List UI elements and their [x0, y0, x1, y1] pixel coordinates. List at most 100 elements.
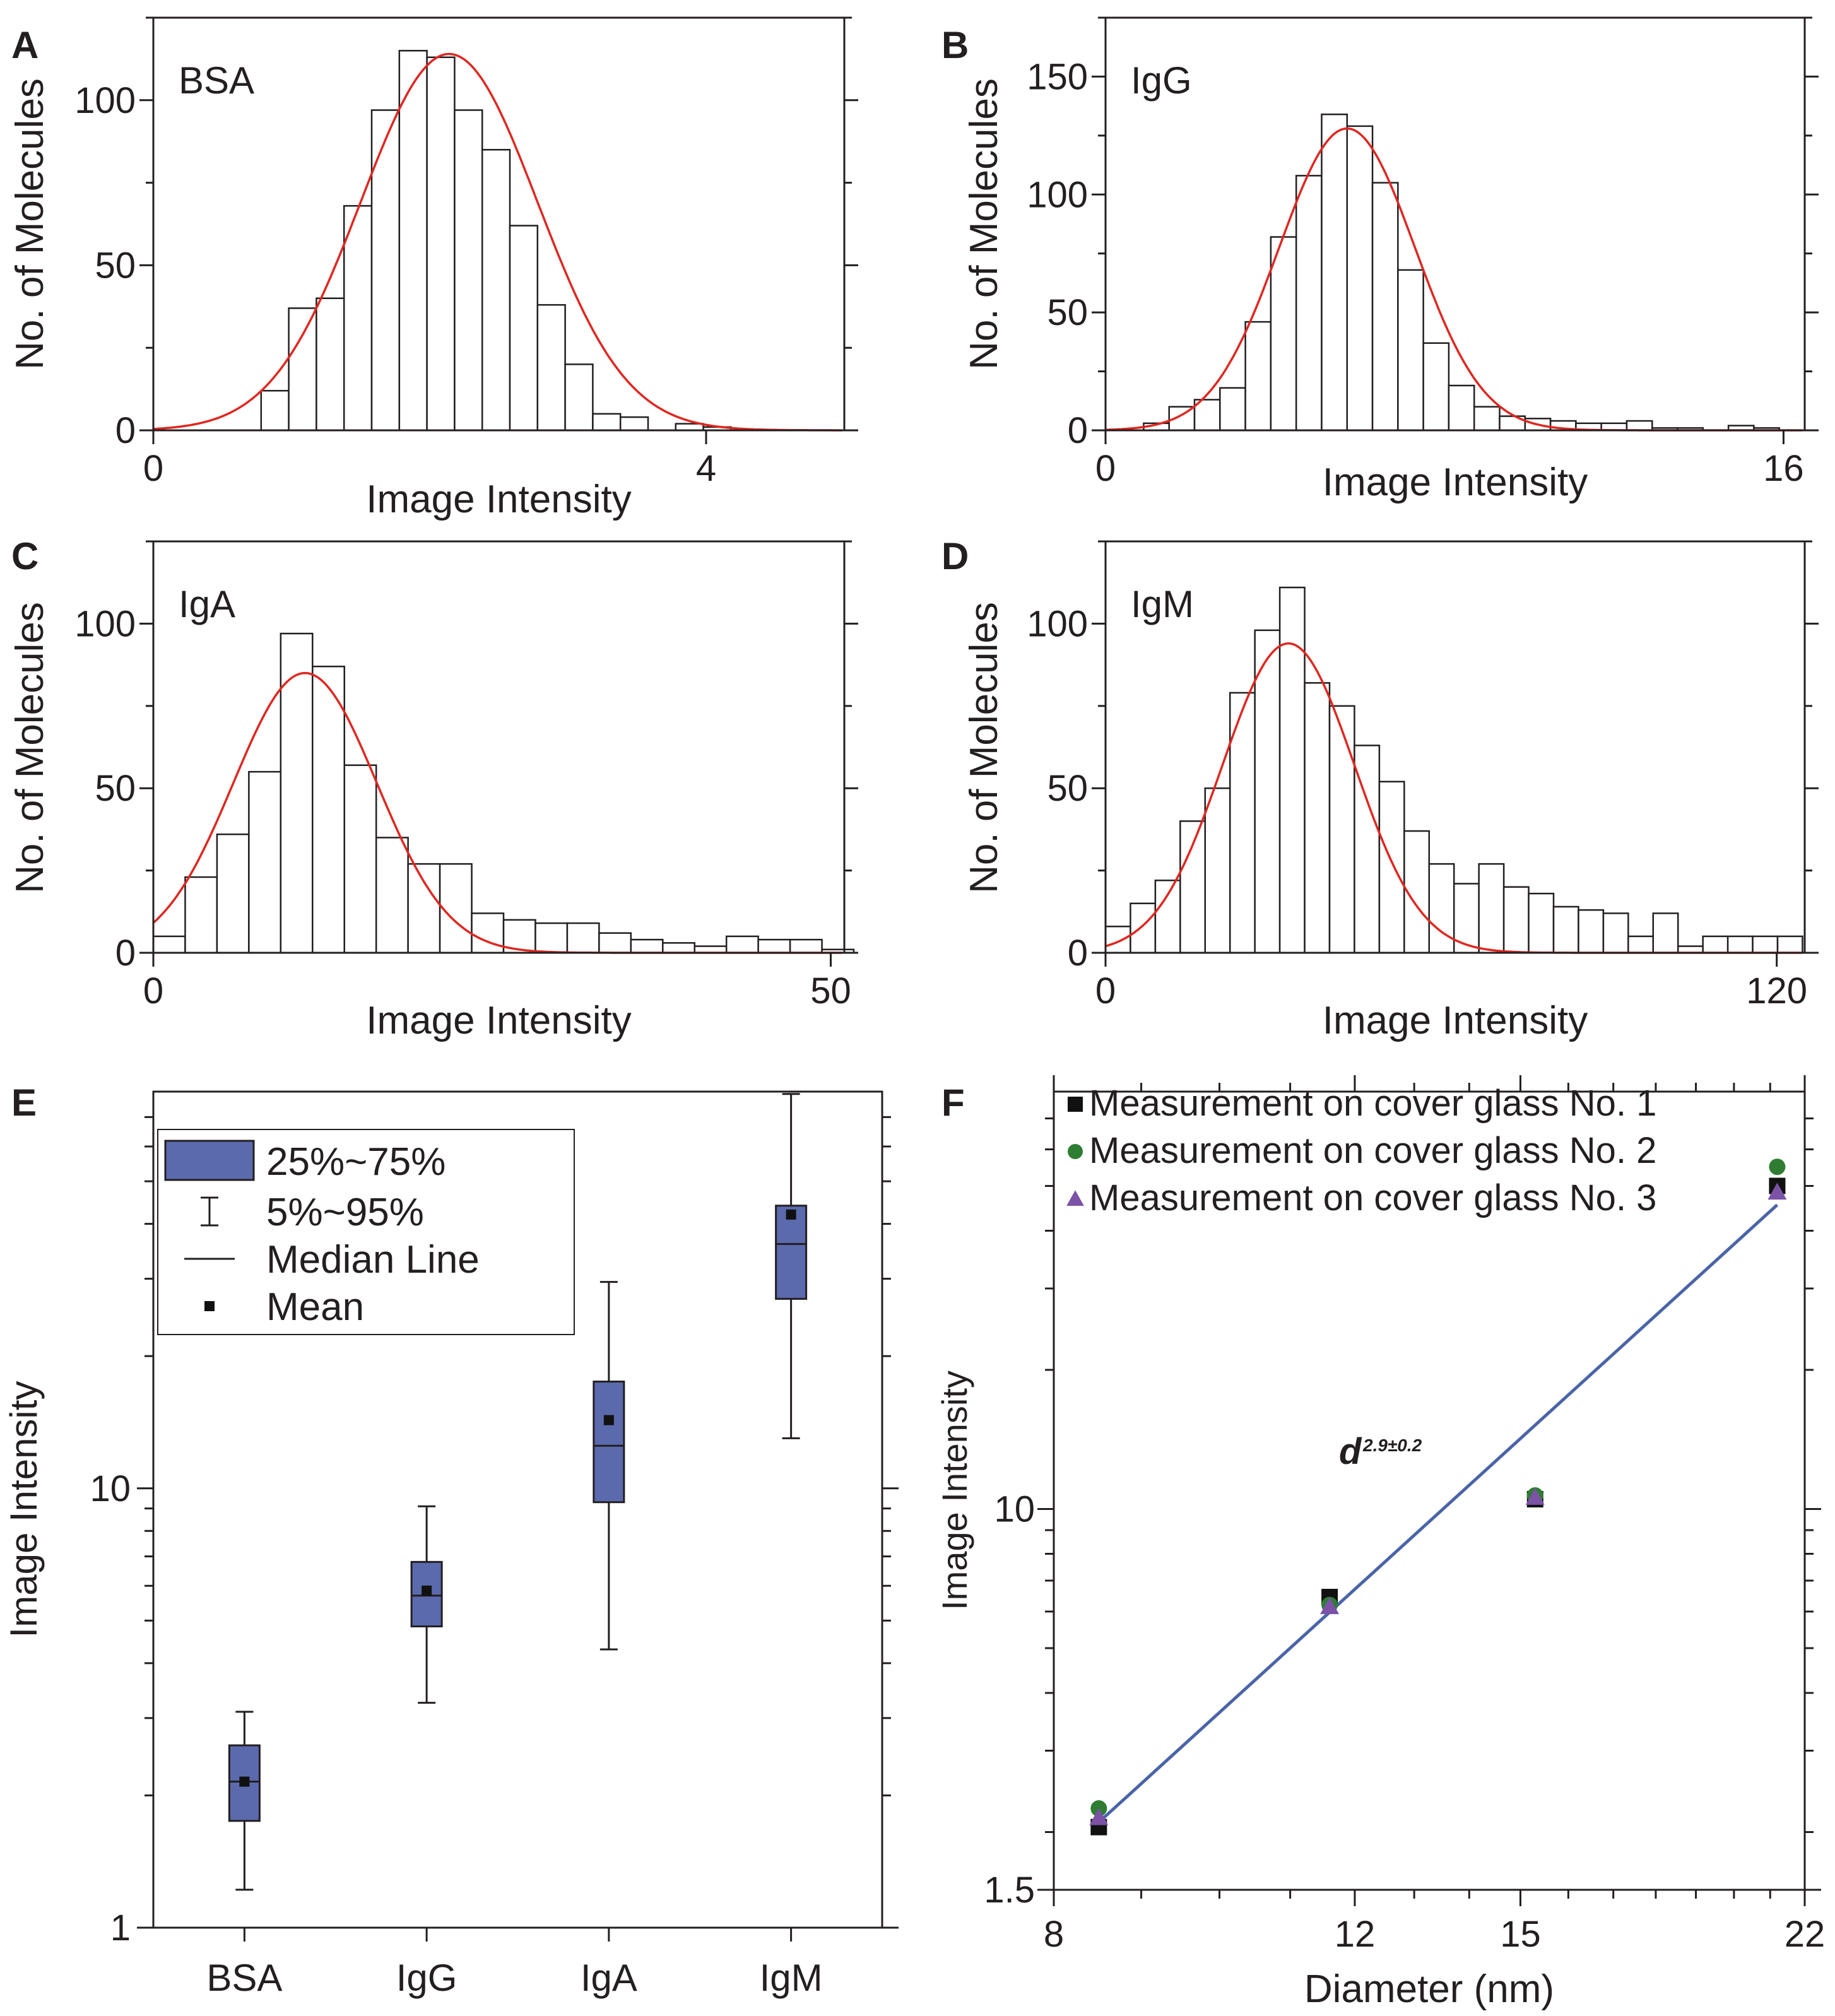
histogram-bar	[471, 912, 505, 954]
panel-b-histogram: 0 50 100 150 0 16 Image Intensity No. of Molecu…	[962, 16, 1819, 504]
histogram-bar	[407, 863, 441, 954]
data-point-triangle	[1320, 1597, 1340, 1615]
plot-frame	[152, 540, 846, 954]
histogram-bar	[1578, 909, 1605, 954]
panel-c-histogram: 0 50 100 0 50 Image Intensity No. of Molecules…	[8, 540, 858, 1042]
y-axis-label: Image Intensity	[935, 1371, 974, 1610]
histogram-bar	[481, 149, 511, 432]
histogram-bar	[1219, 387, 1246, 432]
legend-label: 25%~75%	[266, 1140, 445, 1184]
y-tick-label: 50	[1047, 768, 1088, 809]
plot-frame	[1104, 16, 1806, 432]
legend-label: Measurement on cover glass No. 1	[1089, 1083, 1656, 1124]
x-tick-label: 16	[1763, 448, 1804, 489]
y-tick-label: 100	[74, 603, 136, 644]
y-tick-label: 1	[110, 1907, 131, 1948]
x-category-label: BSA	[206, 1957, 282, 1999]
y-tick-label: 50	[95, 768, 136, 809]
legend-symbol-circle	[1068, 1144, 1083, 1159]
histogram-bar	[1204, 787, 1231, 954]
histogram-bar	[216, 833, 250, 954]
y-axis-label: No. of Molecules	[8, 602, 52, 893]
histogram-bar	[566, 922, 600, 954]
x-tick-label: 22	[1785, 1914, 1826, 1955]
histogram-bar	[1478, 863, 1505, 954]
y-tick-label: 50	[1047, 292, 1088, 333]
histogram-bar	[592, 413, 622, 432]
y-tick-label: 150	[1027, 56, 1088, 97]
panel-a-histogram: 0 50 100 0 4 Image Intensity No. of Molecules B…	[8, 16, 858, 521]
data-point-triangle	[1089, 1808, 1109, 1825]
y-tick-label: 1.5	[984, 1870, 1035, 1911]
y-tick-label: 0	[115, 410, 136, 451]
histogram-bar	[1179, 820, 1207, 954]
box-iqr	[593, 1381, 625, 1504]
x-category-label: IgA	[581, 1957, 637, 1999]
histogram-bar	[1371, 182, 1399, 432]
y-axis-label: Image Intensity	[3, 1381, 45, 1638]
histogram-bar	[248, 770, 282, 954]
legend-symbol-box	[164, 1140, 255, 1181]
histogram-bar	[280, 632, 314, 954]
panel-e-boxplot: 1 10 BSA IgG IgA IgM Image Intensity 25%~75% 5%~…	[3, 1090, 899, 1999]
data-point-triangle	[1767, 1182, 1787, 1200]
histogram-bar	[1346, 125, 1374, 432]
x-axis-label: Image Intensity	[1323, 999, 1588, 1042]
data-point-circle	[1769, 1158, 1786, 1176]
x-category-label: IgG	[396, 1957, 457, 1999]
mean-marker	[422, 1585, 432, 1596]
legend-symbol-square	[1068, 1097, 1083, 1112]
histogram-bar	[184, 876, 218, 954]
legend-label: Measurement on cover glass No. 2	[1089, 1130, 1656, 1171]
panel-f-scatter: 8 12 15 22 1.5 10 Measurement on cover glass N…	[935, 1075, 1825, 2011]
y-tick-label: 100	[1027, 174, 1088, 215]
protein-annotation: IgA	[179, 583, 235, 625]
plot-frame	[1053, 1090, 1806, 1891]
histogram-bar	[1448, 384, 1475, 432]
x-tick-label: 4	[696, 448, 716, 489]
y-tick-label: 10	[90, 1468, 131, 1509]
histogram-bar	[1254, 629, 1281, 954]
annotation-base: d	[1339, 1431, 1362, 1472]
histogram-bar	[1193, 399, 1221, 432]
histogram-bar	[1528, 892, 1555, 954]
histogram-bar	[630, 938, 664, 954]
y-axis-label: No. of Molecules	[962, 78, 1006, 370]
protein-annotation: IgM	[1131, 583, 1194, 625]
panel-letter-b: B	[941, 24, 969, 66]
legend-symbol-mean	[204, 1301, 215, 1311]
histogram-bar	[1304, 682, 1331, 954]
panel-letter-d: D	[941, 535, 969, 577]
histogram-bar	[619, 416, 649, 432]
mean-marker	[603, 1415, 614, 1425]
protein-annotation: BSA	[179, 59, 254, 102]
plot-frame	[152, 16, 846, 432]
x-tick-label: 0	[143, 970, 163, 1011]
histogram-bar	[1502, 886, 1530, 954]
histogram-bar	[426, 56, 456, 432]
histogram-bar	[662, 942, 695, 954]
histogram-bar	[1130, 902, 1157, 954]
histogram-bar	[1328, 705, 1355, 954]
y-tick-label: 0	[1068, 410, 1088, 451]
histogram-bar	[509, 225, 539, 432]
histogram-bar	[439, 863, 473, 954]
protein-annotation: IgG	[1131, 59, 1192, 102]
x-tick-label: 0	[143, 448, 163, 489]
histogram-bar	[1552, 905, 1579, 954]
histogram-bar	[675, 423, 704, 432]
histogram-bar	[725, 935, 759, 954]
histogram-bar	[1104, 926, 1131, 954]
y-axis-label: No. of Molecules	[962, 602, 1006, 893]
histogram-bar	[454, 109, 483, 432]
histogram-bar	[1776, 935, 1803, 954]
mean-marker	[239, 1776, 250, 1787]
x-tick-label: 0	[1095, 970, 1116, 1011]
plot-frame	[1104, 540, 1806, 954]
histogram-bar	[789, 938, 823, 954]
legend-symbol-triangle	[1066, 1190, 1084, 1206]
annotation-exponent: 2.9±0.2	[1362, 1435, 1422, 1455]
legend-label: 5%~95%	[266, 1191, 424, 1234]
histogram-bar	[1397, 269, 1424, 432]
